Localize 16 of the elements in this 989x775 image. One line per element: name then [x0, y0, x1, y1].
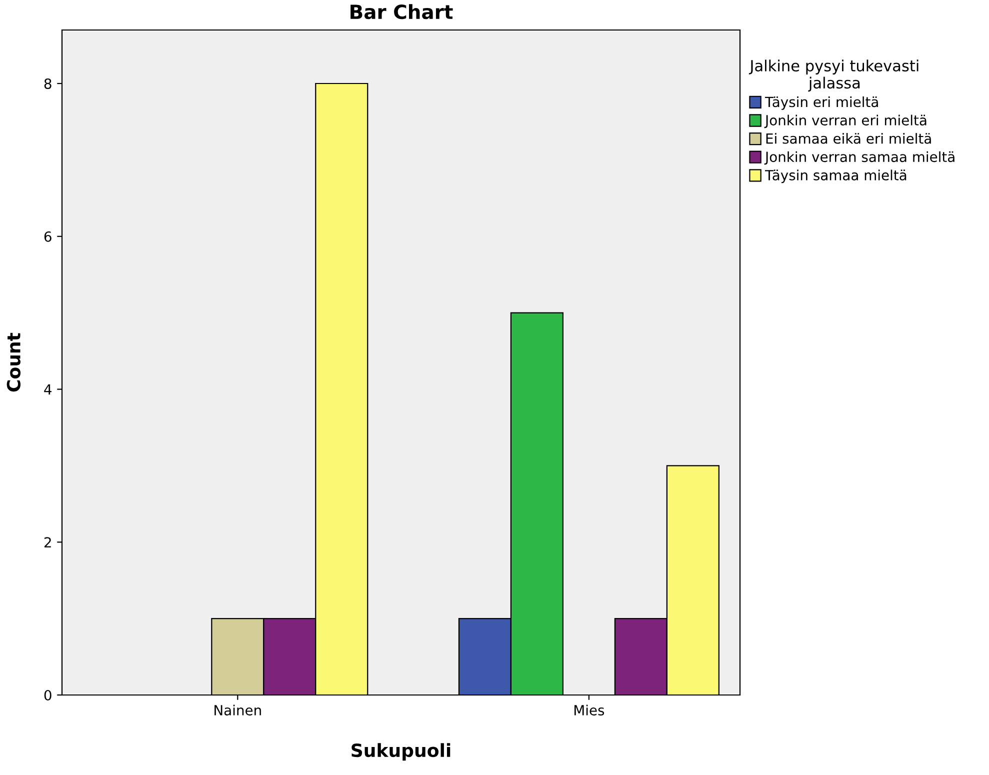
x-tick-label: Nainen: [214, 704, 261, 716]
legend-label: Ei samaa eikä eri mieltä: [766, 133, 931, 144]
legend-title: Jalkine pysyi tukevasti jalassa: [748, 60, 918, 92]
y-tick-label: 0: [44, 690, 52, 700]
chart-title: Bar Chart: [350, 4, 453, 20]
legend-label: Täysin samaa mieltä: [764, 170, 906, 184]
y-tick-label: 4: [44, 384, 52, 395]
x-axis-title: Sukupuoli: [352, 743, 450, 761]
y-tick-label: 6: [44, 231, 52, 242]
y-tick-label: 8: [44, 78, 52, 89]
x-tick-label: Mies: [574, 704, 604, 716]
legend-label: Täysin eri mieltä: [764, 96, 878, 110]
y-axis-title: Count: [6, 332, 20, 392]
y-tick-label: 2: [44, 537, 51, 548]
legend-label: Jonkin verran eri mieltä: [764, 114, 926, 128]
legend-label: Jonkin verran samaa mieltä: [764, 151, 954, 165]
